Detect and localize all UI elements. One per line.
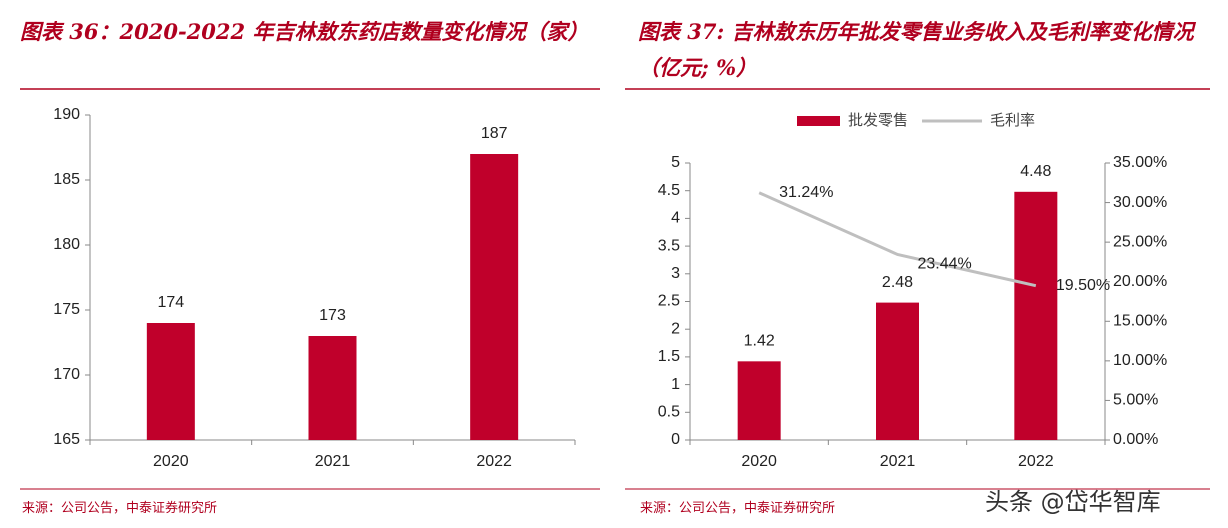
y-tick-label: 190 <box>53 106 80 123</box>
y2-tick-label: 15.00% <box>1113 313 1167 330</box>
chart-title: 图表 36：2020-2022 年吉林敖东药店数量变化情况（家） <box>20 19 589 44</box>
y-tick-label: 180 <box>53 236 80 253</box>
data-label: 187 <box>481 125 508 142</box>
data-label: 31.24% <box>779 184 833 201</box>
y2-tick-label: 30.00% <box>1113 194 1167 211</box>
y2-tick-label: 25.00% <box>1113 233 1167 250</box>
y2-tick-label: 10.00% <box>1113 352 1167 369</box>
legend-label: 毛利率 <box>990 112 1035 129</box>
x-tick-label: 2020 <box>153 453 189 470</box>
bar <box>146 323 195 440</box>
y-tick-label: 3.5 <box>658 237 680 254</box>
y-tick-label: 4 <box>671 210 680 227</box>
bar <box>737 361 781 440</box>
y-tick-label: 0 <box>671 431 680 448</box>
y-tick-label: 0.5 <box>658 404 680 421</box>
y2-tick-label: 0.00% <box>1113 431 1158 448</box>
y2-tick-label: 35.00% <box>1113 154 1167 171</box>
y-tick-label: 1 <box>671 376 680 393</box>
bar <box>308 336 357 440</box>
source-note: 来源：公司公告，中泰证券研究所 <box>640 501 836 516</box>
data-label: 2.48 <box>882 274 913 291</box>
x-tick-label: 2021 <box>880 453 916 470</box>
data-label: 1.42 <box>744 333 775 350</box>
source-note: 来源：公司公告，中泰证券研究所 <box>22 501 218 516</box>
x-tick-label: 2022 <box>476 453 512 470</box>
y-tick-label: 4.5 <box>658 182 680 199</box>
y-tick-label: 165 <box>53 431 80 448</box>
y-tick-label: 170 <box>53 366 80 383</box>
y-tick-label: 2.5 <box>658 293 680 310</box>
data-label: 19.50% <box>1056 277 1110 294</box>
data-label: 23.44% <box>918 256 972 273</box>
x-tick-label: 2020 <box>741 453 777 470</box>
data-label: 4.48 <box>1020 163 1051 180</box>
y2-tick-label: 5.00% <box>1113 392 1158 409</box>
y-tick-label: 5 <box>671 154 680 171</box>
legend-label: 批发零售 <box>848 112 908 129</box>
y-tick-label: 185 <box>53 171 80 188</box>
watermark: 头条 @岱华智库 <box>985 488 1161 516</box>
y-tick-label: 175 <box>53 301 80 318</box>
x-tick-label: 2021 <box>315 453 351 470</box>
bar <box>470 154 519 440</box>
x-tick-label: 2022 <box>1018 453 1054 470</box>
y2-tick-label: 20.00% <box>1113 273 1167 290</box>
bar <box>876 302 919 440</box>
bar <box>1014 191 1058 440</box>
legend-swatch <box>797 116 840 126</box>
data-label: 173 <box>319 307 346 324</box>
line <box>758 191 1037 288</box>
data-label: 174 <box>157 294 184 311</box>
chart-title: 图表 37: 吉林敖东历年批发零售业务收入及毛利率变化情况（亿元; %） <box>638 19 1194 80</box>
y-tick-label: 3 <box>671 265 680 282</box>
y-tick-label: 2 <box>671 320 680 337</box>
y-tick-label: 1.5 <box>658 348 680 365</box>
